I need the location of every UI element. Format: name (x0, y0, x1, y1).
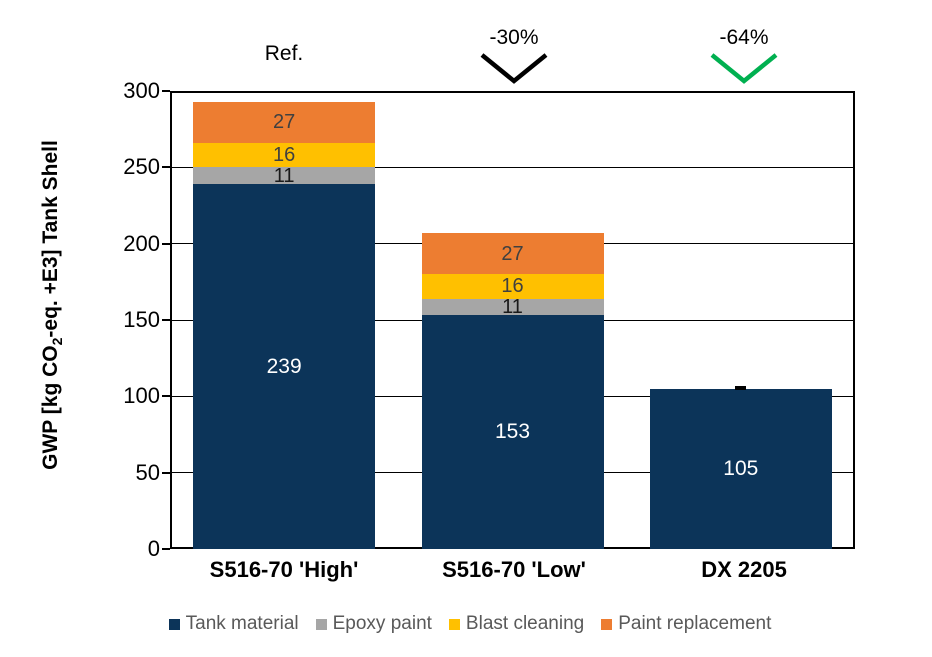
legend-swatch (168, 618, 180, 630)
category-label-s516-70-high: S516-70 'High' (209, 557, 359, 582)
legend-item: Blast cleaning (448, 613, 585, 635)
y-tick-label: 150 (123, 307, 160, 332)
legend-label: Blast cleaning (465, 613, 585, 634)
y-tick-label: 0 (147, 536, 160, 561)
annotation-ref: Ref. (214, 42, 354, 66)
bar-segment (193, 184, 376, 549)
bar-segment (421, 274, 604, 299)
y-tick-label: 300 (123, 78, 160, 103)
legend-label: Epoxy paint (332, 613, 432, 634)
gridline (170, 166, 855, 168)
bar-segment (649, 388, 832, 549)
bar-segment (421, 232, 604, 275)
annotation-label: -64% (719, 26, 769, 49)
y-tick-mark (162, 242, 170, 245)
y-tick-label: 50 (135, 459, 160, 485)
zero-value-dash (735, 385, 747, 390)
decrease-chevron-icon (710, 53, 778, 84)
bar-segment (193, 167, 376, 185)
annotation-label: -30% (489, 26, 539, 49)
bar-value-label: 153 (494, 420, 531, 444)
y-tick-mark (162, 319, 170, 321)
legend-label: Tank material (185, 613, 299, 634)
y-tick-label: 200 (123, 230, 160, 256)
y-tick-mark (162, 90, 170, 92)
bar-segment (421, 298, 604, 316)
bar-value-label: 11 (273, 164, 295, 187)
category-label-s516-70-low: S516-70 'Low' (442, 557, 586, 582)
y-axis-title-subscript: 2 (49, 337, 66, 346)
bar-value-label: 105 (723, 456, 759, 480)
annotation-label: Ref. (264, 42, 304, 65)
legend-item: Epoxy paint (315, 613, 432, 635)
bar-segment (421, 315, 604, 549)
bar-value-label: 16 (273, 144, 296, 167)
y-axis-title-prefix: GWP [kg CO (39, 345, 62, 470)
bar-segment (193, 142, 376, 168)
bar-value-label: 239 (266, 354, 302, 378)
legend-swatch (601, 618, 613, 630)
y-tick-label: 250 (123, 154, 160, 180)
legend: Tank material Epoxy paint Blast cleaning Pa… (40, 613, 900, 635)
y-tick-mark (162, 166, 170, 169)
y-tick-label: 100 (123, 383, 160, 409)
bar-value-label: 27 (501, 242, 524, 265)
legend-item: Paint replacement (601, 613, 771, 635)
bar-value-label: 27 (273, 111, 296, 134)
y-axis-title: GWP [kg CO2-eq. +E3] Tank Shell (39, 75, 65, 535)
legend-label: Paint replacement (618, 613, 772, 634)
category-label-dx-2205: DX 2205 (701, 557, 787, 582)
bar-value-label: 16 (501, 275, 524, 298)
legend-swatch (448, 618, 460, 630)
annotation-minus-64pct: -64% (674, 26, 814, 86)
y-axis-title-suffix: -eq. +E3] Tank Shell (39, 140, 62, 338)
legend-swatch (315, 618, 327, 630)
bar-value-label: 11 (502, 296, 523, 319)
legend-item: Tank material (168, 613, 299, 635)
y-tick-mark (162, 548, 170, 550)
bar-segment (193, 101, 376, 143)
y-tick-mark (162, 471, 170, 474)
y-tick-mark (162, 395, 170, 398)
decrease-chevron-icon (480, 53, 548, 84)
annotation-minus-30pct: -30% (444, 26, 584, 86)
